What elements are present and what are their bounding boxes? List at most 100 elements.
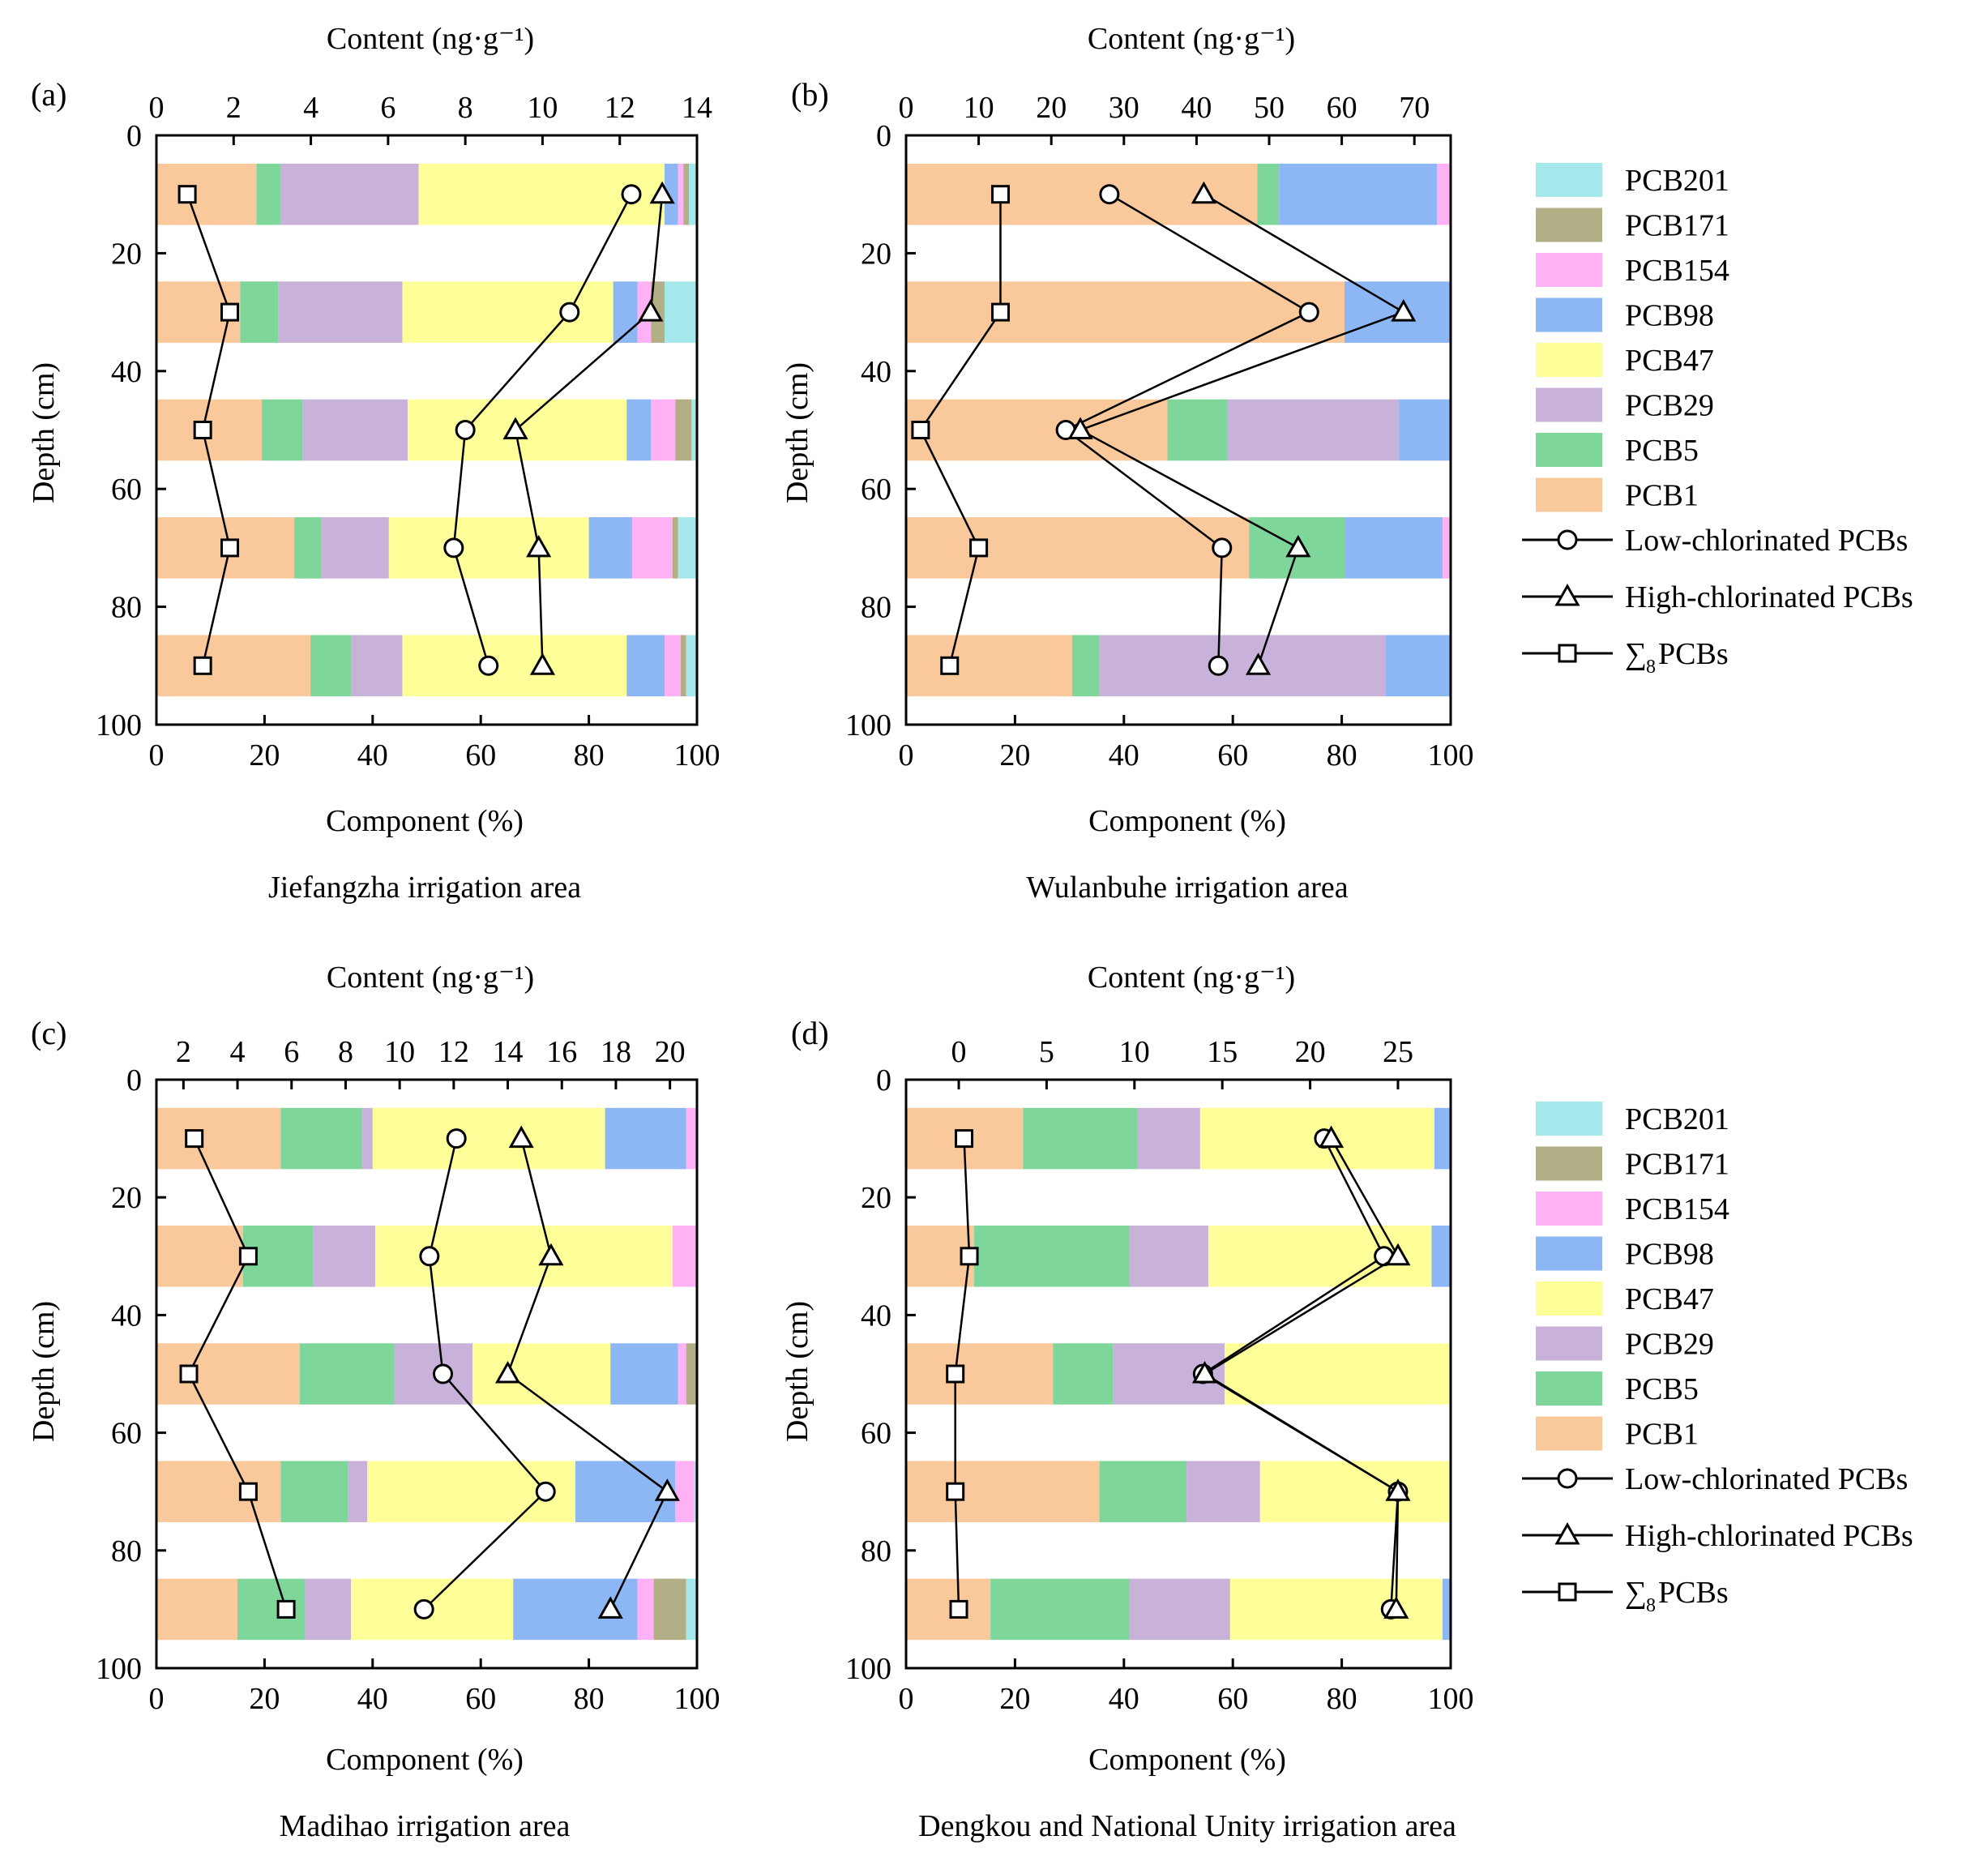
sum-pcbs-point: [990, 302, 1010, 322]
y-tick-label: 80: [111, 591, 142, 625]
bar-pcb1: [156, 163, 257, 225]
bar-pcb47: [1229, 1578, 1443, 1641]
bar-pcb98: [664, 163, 678, 225]
bar-pcb98: [1344, 517, 1443, 579]
bar-pcb5: [294, 517, 322, 579]
bar-pcb29: [351, 635, 403, 697]
legend-top: PCB201 PCB171 PCB154 PCB98 PCB47 PCB29 PCB5 PCB…: [1522, 163, 1913, 678]
plot-frame: [155, 134, 699, 726]
bar-pcb1: [156, 1226, 243, 1287]
bar-pcb1: [156, 635, 311, 697]
bar-pcb154: [651, 399, 676, 461]
x-tick-label: 80: [574, 738, 605, 772]
x-tick-label: 0: [899, 738, 914, 772]
top-tick-label: 70: [1399, 91, 1430, 125]
high-chlorinated-point: [1285, 534, 1311, 558]
panel-d: Content (ng·g⁻¹) (d) Depth (cm) Componen…: [780, 961, 1474, 1843]
y-tick-label: 40: [861, 1299, 891, 1333]
low-chlorinated-point: [535, 1481, 556, 1502]
sum-pcbs-point: [911, 421, 930, 439]
bar-pcb98: [1431, 1226, 1451, 1287]
legend-swatch-pcb201: [1536, 1102, 1602, 1136]
legend-marker-low-chlorinated: [1557, 529, 1578, 550]
top-tick-label: 14: [493, 1035, 524, 1069]
legend-swatch-pcb29: [1536, 1326, 1602, 1361]
x-axis-label: Component (%): [326, 1743, 524, 1777]
bar-pcb1: [906, 1461, 1100, 1522]
sum-pcbs-point: [193, 421, 212, 439]
bar-pcb1: [906, 281, 1345, 343]
bar-pcb47: [1259, 1461, 1451, 1522]
sum-pcbs-point: [220, 302, 240, 322]
bar-pcb5: [240, 281, 279, 343]
high-chlorinated-point: [538, 1243, 564, 1266]
top-tick-label: 2: [176, 1035, 191, 1069]
panel-c: Content (ng·g⁻¹) (c) Depth (cm) Componen…: [27, 961, 720, 1843]
legend-bottom: PCB201 PCB171 PCB154 PCB98 PCB47 PCB29 PCB5 PCB…: [1522, 1102, 1913, 1616]
bar-pcb29: [280, 163, 419, 225]
low-chlorinated-point: [1099, 184, 1120, 205]
legend-label-sum-subscript: 8: [1646, 657, 1656, 678]
sum-pcbs-point: [220, 538, 240, 558]
high-chlorinated-point: [508, 1125, 534, 1149]
panel-label: (d): [791, 1015, 829, 1051]
low-chlorinated-point: [1208, 655, 1229, 676]
top-tick-label: 5: [1039, 1035, 1054, 1069]
y-tick-label: 20: [861, 237, 891, 271]
bar-pcb29: [1186, 1461, 1260, 1522]
panel-label: (a): [31, 76, 66, 113]
bar-pcb1: [156, 1343, 300, 1405]
top-tick-label: 12: [438, 1035, 469, 1069]
plot-frame: [904, 134, 1452, 726]
bar-pcb47: [1225, 1343, 1451, 1405]
top-tick-label: 40: [1181, 91, 1212, 125]
legend-label-pcb98: PCB98: [1625, 1238, 1714, 1272]
top-tick-label: 30: [1109, 91, 1139, 125]
legend-label-pcb47: PCB47: [1625, 1282, 1714, 1316]
panel-a: Content (ng·g⁻¹) (a) Depth (cm) Componen…: [27, 22, 720, 905]
top-tick-label: 10: [1119, 1035, 1150, 1069]
bar-pcb98: [626, 399, 652, 461]
bar-pcb5: [280, 1107, 362, 1170]
top-tick-label: 14: [682, 91, 712, 125]
legend-label-pcb171: PCB171: [1625, 1148, 1729, 1182]
bar-pcb98: [1385, 635, 1451, 697]
high-chlorinated-point: [494, 1360, 521, 1384]
legend-marker-sum-pcbs: [1558, 1582, 1577, 1602]
bar-pcb154: [675, 1461, 695, 1522]
y-tick-label: 40: [861, 355, 891, 389]
top-tick-label: 50: [1254, 91, 1285, 125]
x-tick-label: 60: [465, 1682, 496, 1716]
bar-pcb154: [631, 517, 673, 579]
bar-pcb98: [610, 1343, 678, 1405]
bar-pcb29: [361, 1107, 373, 1170]
bar-pcb98: [613, 281, 638, 343]
bar-pcb171: [653, 1578, 686, 1641]
legend-swatch-pcb201: [1536, 163, 1602, 197]
legend-marker-high-chlorinated: [1554, 583, 1580, 606]
bar-pcb1: [906, 1578, 991, 1641]
low-chlorinated-point: [1212, 537, 1233, 558]
y-tick-label: 80: [861, 591, 891, 625]
high-chlorinated-point: [502, 417, 528, 439]
sum-pcbs-point: [238, 1482, 258, 1501]
legend-marker-high-chlorinated: [1554, 1521, 1580, 1545]
bar-pcb29: [305, 1578, 352, 1641]
y-axis-label: Depth (cm): [780, 362, 814, 503]
high-chlorinated-point: [1383, 1596, 1409, 1619]
bar-pcb154: [678, 1343, 686, 1405]
bar-pcb171: [680, 635, 686, 697]
bar-pcb154: [678, 163, 684, 225]
bar-pcb201: [664, 281, 697, 343]
panel-label: (c): [31, 1015, 66, 1051]
bar-pcb201: [686, 635, 697, 697]
y-tick-label: 60: [861, 473, 891, 507]
x-tick-label: 60: [1217, 1682, 1248, 1716]
legend-swatch-pcb154: [1536, 1192, 1602, 1226]
bar-pcb29: [1129, 1226, 1208, 1287]
legend-label-sum-symbol: ∑: [1625, 637, 1647, 671]
top-tick-label: 8: [458, 91, 473, 125]
legend-swatch-pcb171: [1536, 208, 1602, 242]
top-tick-label: 25: [1383, 1035, 1413, 1069]
sum-pcbs-point: [238, 1247, 258, 1266]
